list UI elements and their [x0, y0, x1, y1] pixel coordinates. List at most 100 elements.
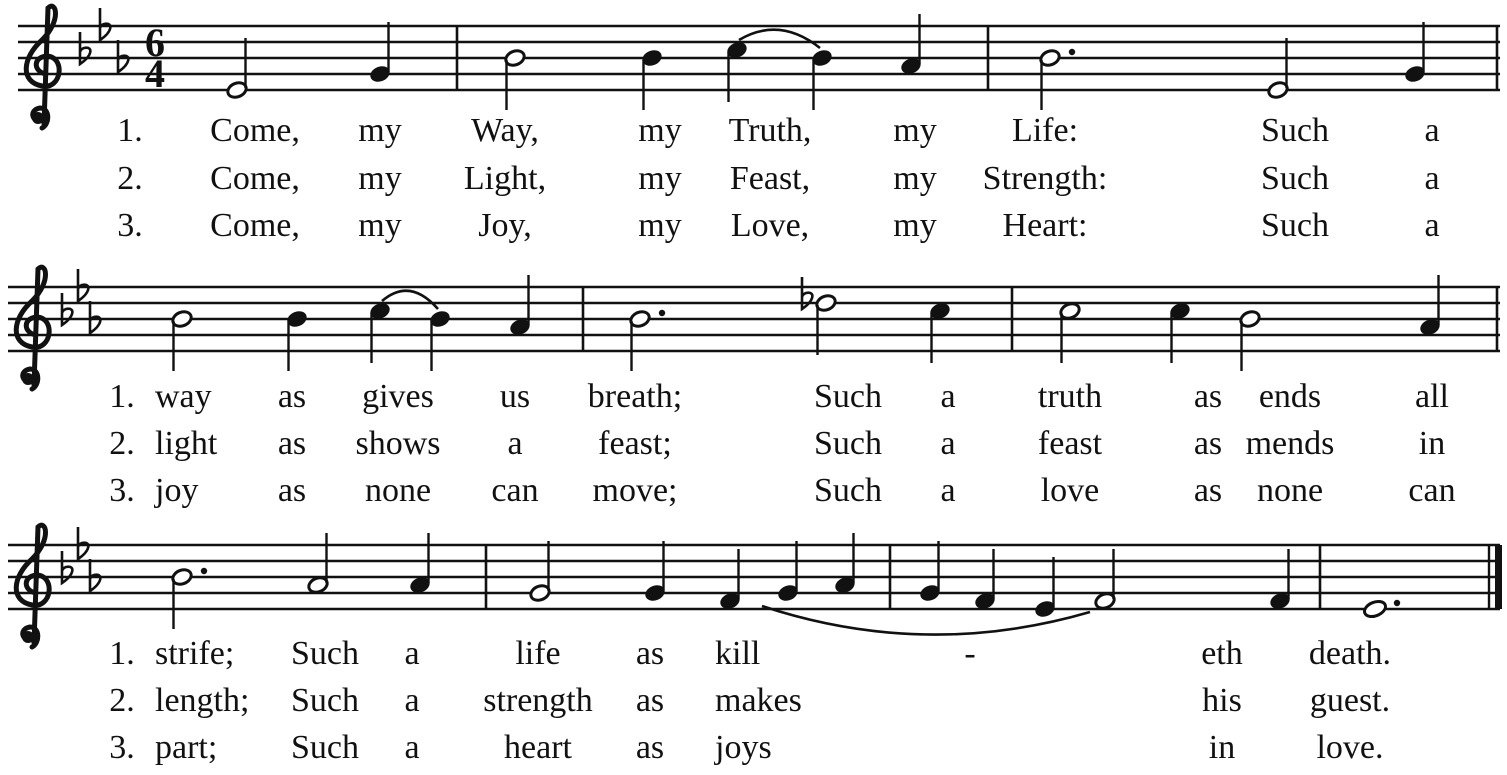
note-Eb4-half — [1267, 38, 1289, 99]
note-C5-quarter — [930, 303, 950, 363]
key-signature-flat-Eb — [76, 269, 90, 304]
note-Eb4-dotted-whole — [1362, 599, 1401, 619]
lyric-syllable: my — [358, 112, 401, 149]
key-signature-flat-Eb — [76, 527, 90, 562]
lyric-syllable: as — [636, 682, 664, 719]
lyric-syllable: mends — [1246, 425, 1335, 462]
note-Eb4-quarter — [1035, 557, 1055, 617]
treble-clef-icon — [13, 264, 52, 392]
note-Bb4-quarter — [430, 311, 450, 371]
lyric-syllable: love — [1041, 472, 1100, 509]
note-Db5-half — [800, 277, 837, 355]
lyric-syllable: in — [1209, 729, 1235, 766]
note-G4-half — [529, 541, 551, 602]
lyric-syllable: as — [278, 378, 306, 415]
verse-number: 2. — [117, 160, 143, 197]
note-Bb4-half — [171, 310, 193, 371]
key-signature-flat-Bb — [60, 551, 74, 586]
lyric-syllable: his — [1202, 682, 1242, 719]
lyric-syllable: my — [638, 160, 681, 197]
lyric-syllable: Come, — [210, 207, 300, 244]
lyric-syllable: breath; — [588, 378, 682, 415]
lyric-syllable: length; — [155, 682, 249, 719]
system-1: 1. Come, my Way, my Truth, my Life: Such a 2. Come,… — [18, 3, 1500, 244]
lyric-syllable: Feast, — [730, 160, 810, 197]
lyric-syllable: as — [636, 635, 664, 672]
lyric-syllable: Such — [1261, 160, 1329, 197]
lyric-syllable: Life: — [1012, 112, 1078, 149]
note-Bb4-quarter — [287, 311, 307, 371]
note-C5-quarter — [727, 42, 747, 102]
notehead — [1362, 599, 1388, 619]
augmentation-dot — [658, 309, 666, 317]
lyric-syllable: Strength: — [983, 160, 1108, 197]
verse-number: 3. — [109, 729, 135, 766]
lyric-syllable: a — [1424, 160, 1439, 197]
lyric-syllable: eth — [1201, 635, 1243, 672]
augmentation-dot — [200, 567, 208, 575]
note-Bb4-half — [504, 49, 526, 110]
note-C5-quarter — [370, 303, 390, 363]
lyric-syllable: life — [515, 635, 560, 672]
system-3: 1. strife; Such a life as kill - eth death. 2. leng… — [8, 522, 1502, 766]
note-G4-quarter — [1405, 22, 1425, 82]
melisma-slur — [761, 604, 1091, 636]
lyric-syllable: Such — [291, 635, 359, 672]
lyric-syllable: a — [404, 729, 419, 766]
lyric-syllable: guest. — [1310, 682, 1390, 719]
verse-number: 2. — [109, 425, 135, 462]
lyric-syllable: way — [155, 378, 212, 415]
lyric-syllable: Such — [1261, 207, 1329, 244]
lyric-syllable: a — [404, 635, 419, 672]
lyric-syllable: a — [940, 425, 955, 462]
note-Ab4-half — [307, 533, 329, 594]
note-Ab4-quarter — [510, 275, 530, 335]
lyric-syllable: my — [893, 112, 936, 149]
note-Ab4-quarter — [410, 533, 430, 593]
lyric-syllable: Joy, — [478, 207, 532, 244]
lyric-syllable: Such — [1261, 112, 1329, 149]
lyric-syllable: ends — [1259, 378, 1321, 415]
time-signature-top: 6 — [145, 20, 165, 65]
key-signature-flat-Ab — [88, 301, 102, 336]
note-G4-quarter — [645, 541, 665, 601]
lyric-syllable: my — [893, 160, 936, 197]
lyric-syllable: a — [940, 378, 955, 415]
lyric-syllable: Such — [291, 682, 359, 719]
system-2: 1. way as gives us breath; Such a truth as ends all… — [8, 264, 1500, 509]
note-G4-quarter — [920, 541, 940, 601]
lyric-syllable: Such — [291, 729, 359, 766]
note-Bb4-quarter — [812, 50, 832, 110]
lyric-syllable: Light, — [464, 160, 546, 197]
lyric-syllable: makes — [715, 682, 802, 719]
note-G4-quarter — [370, 22, 390, 82]
lyric-syllable: shows — [355, 425, 440, 462]
lyric-syllable: as — [1194, 378, 1222, 415]
lyric-syllable: in — [1419, 425, 1445, 462]
lyric-syllable: can — [491, 472, 538, 509]
key-signature-flat-Ab — [88, 559, 102, 594]
slur — [738, 28, 821, 50]
note-Bb4-half — [1239, 310, 1261, 371]
lyric-syllable: move; — [593, 472, 678, 509]
verse-number: 1. — [117, 112, 143, 149]
lyric-syllable: my — [358, 160, 401, 197]
lyric-syllable: none — [365, 472, 431, 509]
lyric-syllable: Such — [814, 472, 882, 509]
lyric-syllable: Come, — [210, 160, 300, 197]
lyric-syllable: as — [278, 472, 306, 509]
lyric-syllable: my — [893, 207, 936, 244]
final-barline-thick — [1495, 545, 1502, 609]
lyric-syllable: gives — [362, 378, 434, 415]
lyric-syllable: can — [1408, 472, 1455, 509]
lyric-syllable: a — [1424, 112, 1439, 149]
lyric-syllable: Truth, — [729, 112, 812, 149]
lyric-syllable: light — [155, 425, 218, 462]
lyric-syllable: heart — [504, 729, 573, 766]
lyric-syllable: Heart: — [1003, 207, 1088, 244]
verse-number: 3. — [117, 207, 143, 244]
note-Bb4-dotted-half — [1039, 48, 1076, 110]
note-F4-quarter — [720, 549, 740, 609]
lyric-syllable: us — [500, 378, 530, 415]
note-F4-half — [1094, 549, 1116, 610]
